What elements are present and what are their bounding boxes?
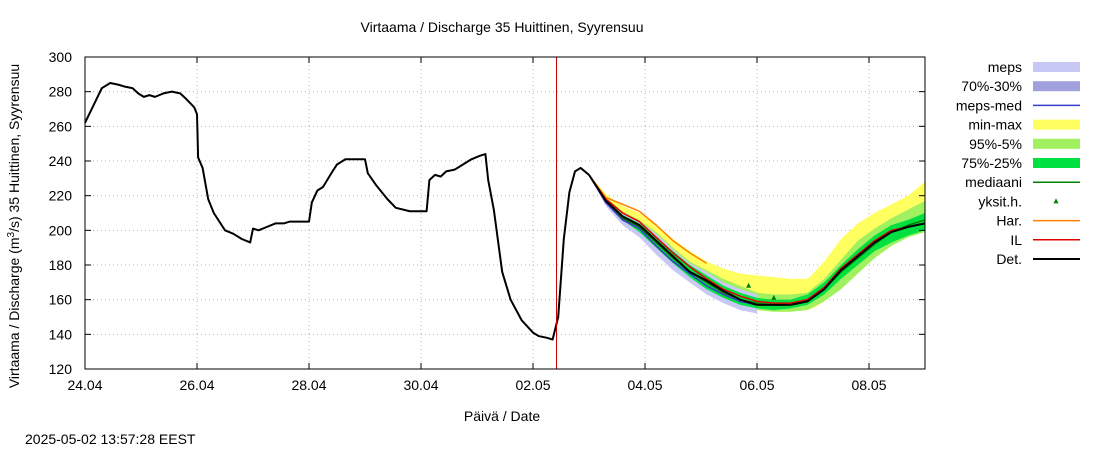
legend-swatch-yksit (1053, 198, 1059, 204)
legend-swatch-meps (1033, 62, 1080, 72)
x-axis-label: Päivä / Date (464, 408, 540, 424)
y-tick-label: 240 (49, 153, 73, 169)
x-tick-label: 30.04 (403, 377, 438, 393)
legend-label-har: Har. (996, 213, 1022, 229)
line-det-observed (84, 82, 590, 341)
band-75-25 (589, 174, 925, 311)
x-tick-label: 06.05 (739, 377, 774, 393)
timestamp: 2025-05-02 13:57:28 EEST (25, 431, 196, 447)
band-meps (589, 174, 757, 314)
yksit-point (746, 282, 752, 288)
yksit-point (771, 294, 777, 300)
line-det-forecast (588, 174, 926, 306)
y-tick-label: 160 (49, 292, 73, 308)
y-tick-label: 200 (49, 222, 73, 238)
y-tick-label: 180 (49, 257, 73, 273)
y-tick-label: 140 (49, 326, 73, 342)
x-axis-ticks: 24.04 26.04 28.04 30.04 02.05 04.05 06.05 08.05 (67, 57, 887, 393)
single-member-points (746, 282, 777, 300)
grid-lines (85, 57, 925, 369)
line-har (588, 174, 707, 264)
ensemble-bands (589, 174, 925, 314)
x-tick-label: 08.05 (851, 377, 886, 393)
legend-label-meps: meps (988, 59, 1022, 75)
line-median (588, 174, 926, 306)
x-tick-label: 28.04 (291, 377, 326, 393)
legend-swatch-p70_30 (1033, 81, 1080, 92)
x-tick-label: 24.04 (67, 377, 102, 393)
y-tick-label: 280 (49, 84, 73, 100)
line-il (588, 174, 926, 304)
legend: meps 70%-30% meps-med min-max 95%-5% 75%-25% m… (956, 59, 1080, 267)
legend-swatch-p95_5 (1033, 138, 1080, 149)
y-tick-label: 120 (49, 361, 73, 377)
y-tick-label: 220 (49, 188, 73, 204)
series-lines (84, 82, 926, 341)
x-tick-label: 04.05 (627, 377, 662, 393)
y-axis-ticks: 120 140 160 180 200 220 240 260 280 300 (49, 49, 925, 377)
legend-label-median: mediaani (965, 174, 1022, 190)
legend-label-minmax: min-max (968, 117, 1022, 133)
x-tick-label: 02.05 (515, 377, 550, 393)
y-tick-label: 300 (49, 49, 73, 65)
legend-label-p75_25: 75%-25% (961, 155, 1022, 171)
x-tick-label: 26.04 (179, 377, 214, 393)
plot-frame (84, 56, 926, 370)
legend-label-meps_med: meps-med (956, 97, 1022, 113)
legend-label-p95_5: 95%-5% (969, 136, 1022, 152)
legend-label-p70_30: 70%-30% (961, 78, 1022, 94)
y-axis-label: Virtaama / Discharge (m3/s) 35 Huittinen… (6, 64, 22, 388)
line-meps-med (588, 174, 758, 306)
y-tick-label: 260 (49, 118, 73, 134)
legend-label-yksit: yksit.h. (978, 193, 1022, 209)
legend-swatch-p75_25 (1033, 158, 1080, 168)
legend-swatch-minmax (1033, 119, 1080, 130)
legend-label-det: Det. (996, 251, 1022, 267)
chart-title: Virtaama / Discharge 35 Huittinen, Syyre… (361, 19, 644, 35)
legend-label-il: IL (1010, 232, 1022, 248)
